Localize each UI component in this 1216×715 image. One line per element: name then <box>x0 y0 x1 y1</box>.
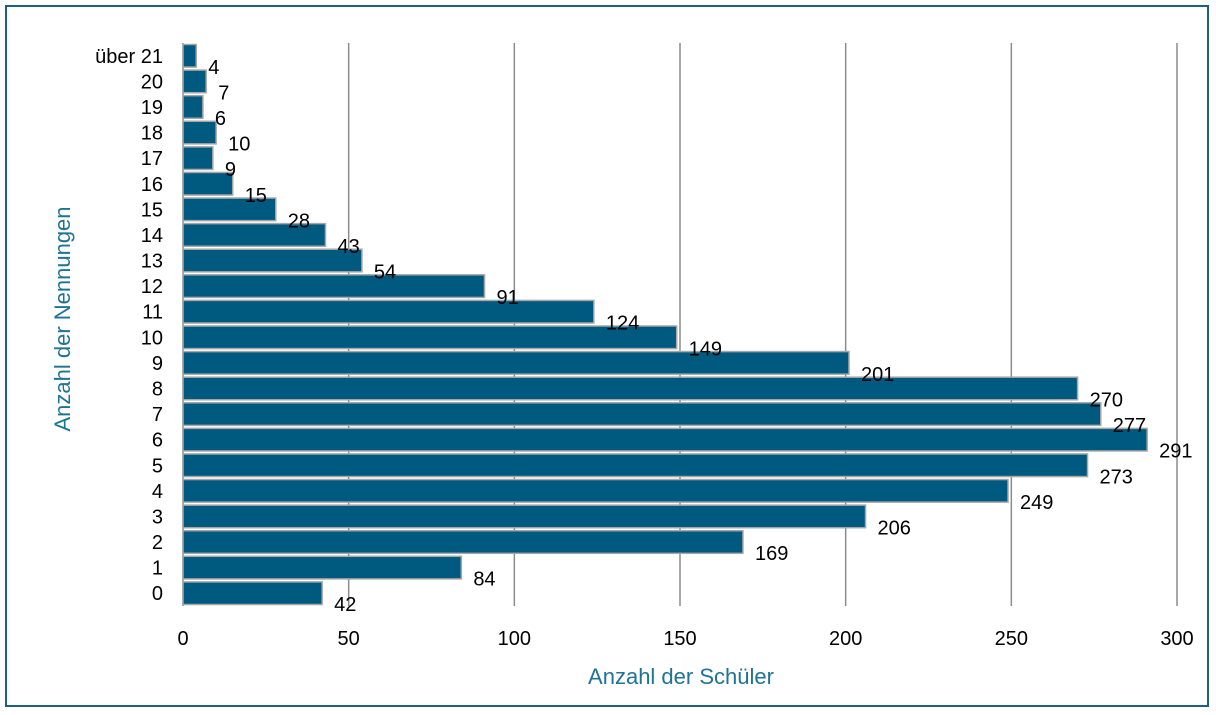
bar <box>182 94 204 120</box>
bar <box>182 120 217 145</box>
data-label: 9 <box>225 159 236 181</box>
x-tick-label: 50 <box>338 628 360 650</box>
bar <box>182 478 1009 503</box>
bar <box>182 222 327 247</box>
x-tick-label: 300 <box>1160 628 1193 650</box>
bar <box>182 427 1148 452</box>
x-tick-label: 150 <box>663 628 696 650</box>
bars <box>182 43 1148 606</box>
y-tick-label: 15 <box>141 199 163 221</box>
bar <box>182 171 234 196</box>
data-label: 42 <box>334 594 356 616</box>
y-tick-label: 11 <box>142 302 163 324</box>
y-tick-label: 0 <box>152 583 163 605</box>
bar <box>182 197 277 222</box>
y-tick-label: 5 <box>152 455 163 477</box>
data-label: 291 <box>1159 441 1192 463</box>
bar <box>182 299 595 324</box>
bar <box>182 555 463 580</box>
x-tick-label: 250 <box>995 628 1028 650</box>
data-label: 270 <box>1090 389 1123 411</box>
data-label: 7 <box>218 82 229 104</box>
data-label: 206 <box>878 517 911 539</box>
y-tick-label: über 21 <box>95 46 163 68</box>
bar <box>182 529 744 555</box>
bar <box>182 581 323 606</box>
data-label: 277 <box>1113 415 1146 437</box>
y-tick-label: 19 <box>141 97 163 119</box>
y-tick-label: 8 <box>152 378 163 400</box>
y-axis-title: Anzahl der Nennungen <box>50 206 75 431</box>
data-label: 54 <box>374 262 396 284</box>
data-label: 124 <box>606 313 639 335</box>
data-label: 149 <box>689 338 722 360</box>
y-tick-label: 18 <box>141 123 163 145</box>
data-labels: 4284169206249273291277270201149124915443… <box>208 57 1192 616</box>
y-tick-label: 20 <box>141 71 163 93</box>
data-label: 15 <box>245 185 267 207</box>
data-label: 10 <box>228 134 250 156</box>
data-label: 249 <box>1020 492 1053 514</box>
y-tick-label: 2 <box>152 532 163 554</box>
bar <box>182 402 1102 427</box>
y-tick-label: 9 <box>152 353 163 375</box>
y-tick-label: 12 <box>141 276 163 298</box>
data-label: 169 <box>755 543 788 565</box>
y-tick-label: 4 <box>152 481 163 503</box>
data-label: 91 <box>497 287 519 309</box>
bar <box>182 69 207 94</box>
bar <box>182 274 486 299</box>
bar <box>182 350 850 375</box>
x-tick-label: 100 <box>498 628 531 650</box>
y-tick-label: 10 <box>141 327 163 349</box>
data-label: 84 <box>473 569 495 591</box>
x-tick-labels: 0 50 100 150 200 250 300 <box>177 628 1193 650</box>
data-label: 201 <box>861 364 894 386</box>
y-tick-label: 3 <box>152 506 163 528</box>
x-axis-title: Anzahl der Schüler <box>588 664 774 689</box>
y-tick-label: 6 <box>152 430 163 452</box>
data-label: 273 <box>1100 466 1133 488</box>
y-tick-label: 16 <box>141 174 163 196</box>
x-tick-label: 200 <box>829 628 862 650</box>
y-tick-label: 1 <box>152 558 163 580</box>
bar <box>182 43 198 68</box>
x-tick-label: 0 <box>177 628 188 650</box>
y-tick-label: 14 <box>141 225 163 247</box>
bar <box>182 453 1089 478</box>
y-tick-label: 13 <box>141 251 163 273</box>
data-label: 6 <box>215 108 226 130</box>
bar <box>182 146 214 171</box>
data-label: 28 <box>288 210 310 232</box>
y-tick-label: 17 <box>141 148 163 170</box>
bar <box>182 376 1079 401</box>
bar <box>182 248 363 273</box>
bar <box>182 504 867 529</box>
data-label: 4 <box>208 57 219 79</box>
bar <box>182 325 678 350</box>
y-tick-label: 7 <box>152 404 163 426</box>
data-label: 43 <box>337 236 359 258</box>
